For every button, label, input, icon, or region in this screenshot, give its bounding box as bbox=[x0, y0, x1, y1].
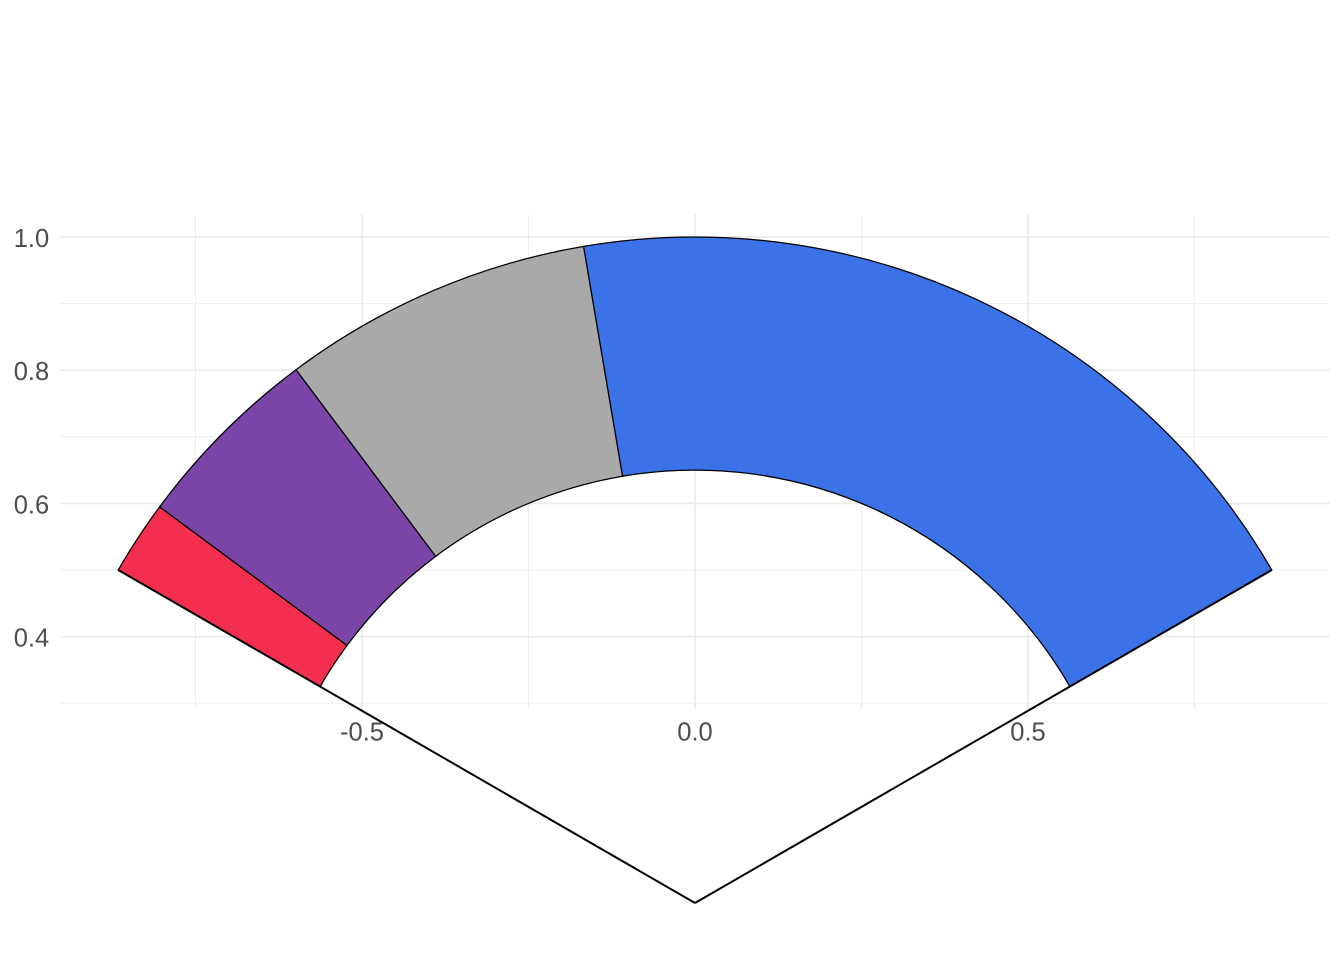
svg-text:0.0: 0.0 bbox=[677, 719, 712, 747]
svg-text:0.4: 0.4 bbox=[14, 625, 49, 653]
svg-text:0.6: 0.6 bbox=[14, 491, 49, 519]
svg-text:0.8: 0.8 bbox=[14, 358, 49, 386]
svg-text:-0.5: -0.5 bbox=[340, 719, 384, 747]
svg-text:0.5: 0.5 bbox=[1010, 719, 1045, 747]
svg-text:1.0: 1.0 bbox=[14, 225, 49, 253]
